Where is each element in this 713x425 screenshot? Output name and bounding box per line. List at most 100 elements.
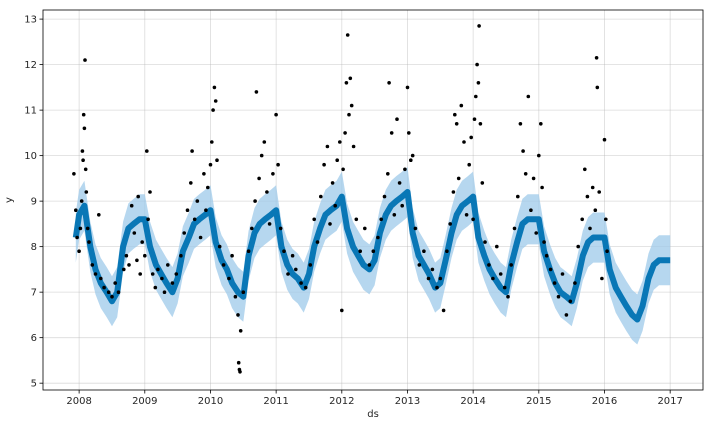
observed-point: [345, 33, 350, 37]
observed-point: [529, 208, 533, 212]
observed-point: [456, 176, 461, 181]
observed-point: [81, 112, 86, 117]
observed-point: [597, 190, 601, 194]
observed-point: [600, 276, 604, 281]
observed-point: [274, 112, 278, 117]
observed-point: [189, 181, 193, 185]
observed-point: [413, 226, 418, 231]
x-tick-label: 2010: [198, 396, 223, 407]
observed-point: [254, 90, 259, 94]
observed-point: [363, 226, 367, 231]
x-axis-title: ds: [367, 409, 379, 420]
observed-point: [506, 294, 510, 299]
observed-points: [72, 24, 609, 374]
observed-point: [185, 208, 190, 212]
observed-point: [303, 285, 308, 290]
observed-point: [422, 249, 426, 253]
observed-point: [212, 85, 217, 90]
observed-point: [162, 290, 167, 295]
observed-point: [347, 112, 351, 117]
observed-point: [282, 249, 286, 253]
observed-point: [441, 308, 446, 313]
observed-point: [75, 235, 79, 240]
y-tick-label: 10: [24, 151, 37, 162]
observed-point: [521, 149, 525, 153]
observed-point: [82, 126, 87, 131]
y-tick-label: 6: [31, 333, 37, 344]
observed-point: [217, 244, 222, 249]
x-tick-label: 2014: [460, 396, 485, 407]
observed-point: [335, 158, 340, 162]
observed-point: [491, 276, 495, 281]
observed-point: [454, 122, 459, 126]
y-tick-label: 11: [24, 106, 37, 117]
observed-point: [445, 249, 449, 253]
observed-point: [585, 194, 590, 199]
observed-point: [80, 149, 85, 153]
observed-point: [403, 167, 407, 172]
observed-point: [590, 185, 595, 190]
observed-point: [594, 56, 599, 60]
observed-point: [539, 122, 543, 126]
observed-point: [540, 185, 544, 190]
x-tick-label: 2008: [66, 396, 91, 407]
observed-point: [405, 85, 410, 90]
observed-point: [136, 194, 140, 199]
observed-point: [389, 131, 394, 135]
observed-point: [430, 267, 435, 272]
observed-point: [471, 217, 475, 222]
observed-point: [451, 190, 456, 194]
observed-point: [145, 149, 149, 153]
observed-point: [267, 222, 272, 226]
observed-point: [453, 112, 457, 117]
observed-point: [246, 249, 251, 253]
observed-point: [573, 281, 577, 285]
observed-point: [498, 272, 503, 276]
observed-point: [106, 290, 111, 295]
observed-point: [236, 313, 240, 317]
y-axis-title: y: [4, 197, 15, 203]
observed-point: [340, 308, 344, 313]
observed-point: [312, 217, 317, 222]
observed-point: [475, 62, 479, 67]
observed-point: [135, 258, 139, 263]
observed-point: [257, 176, 261, 181]
observed-point: [509, 263, 513, 267]
observed-point: [83, 58, 87, 62]
observed-point: [148, 190, 152, 194]
observed-point: [198, 235, 203, 240]
observed-point: [83, 167, 88, 172]
observed-point: [81, 158, 85, 162]
observed-point: [382, 194, 387, 199]
observed-point: [127, 263, 131, 267]
observed-point: [459, 103, 464, 108]
observed-point: [192, 217, 197, 222]
plot-frame: [42, 9, 704, 391]
observed-point: [170, 281, 175, 285]
observed-point: [438, 276, 443, 281]
observed-point: [367, 263, 372, 267]
observed-point: [253, 199, 257, 203]
observed-point: [250, 226, 254, 231]
observed-point: [602, 137, 607, 142]
observed-point: [77, 249, 81, 253]
observed-point: [516, 194, 520, 199]
observed-point: [560, 272, 565, 276]
observed-point: [472, 117, 477, 121]
observed-point: [87, 240, 91, 244]
observed-point: [556, 294, 561, 299]
observed-point: [319, 194, 323, 199]
observed-point: [85, 226, 90, 231]
observed-point: [526, 94, 531, 99]
observed-point: [583, 167, 587, 172]
observed-point: [564, 313, 569, 317]
observed-point: [386, 172, 390, 176]
observed-point: [233, 294, 238, 299]
observed-point: [480, 181, 485, 185]
observed-point: [395, 117, 399, 121]
observed-point: [409, 158, 413, 162]
observed-point: [276, 162, 280, 167]
observed-point: [376, 235, 380, 240]
observed-point: [210, 140, 214, 144]
observed-point: [407, 131, 411, 135]
